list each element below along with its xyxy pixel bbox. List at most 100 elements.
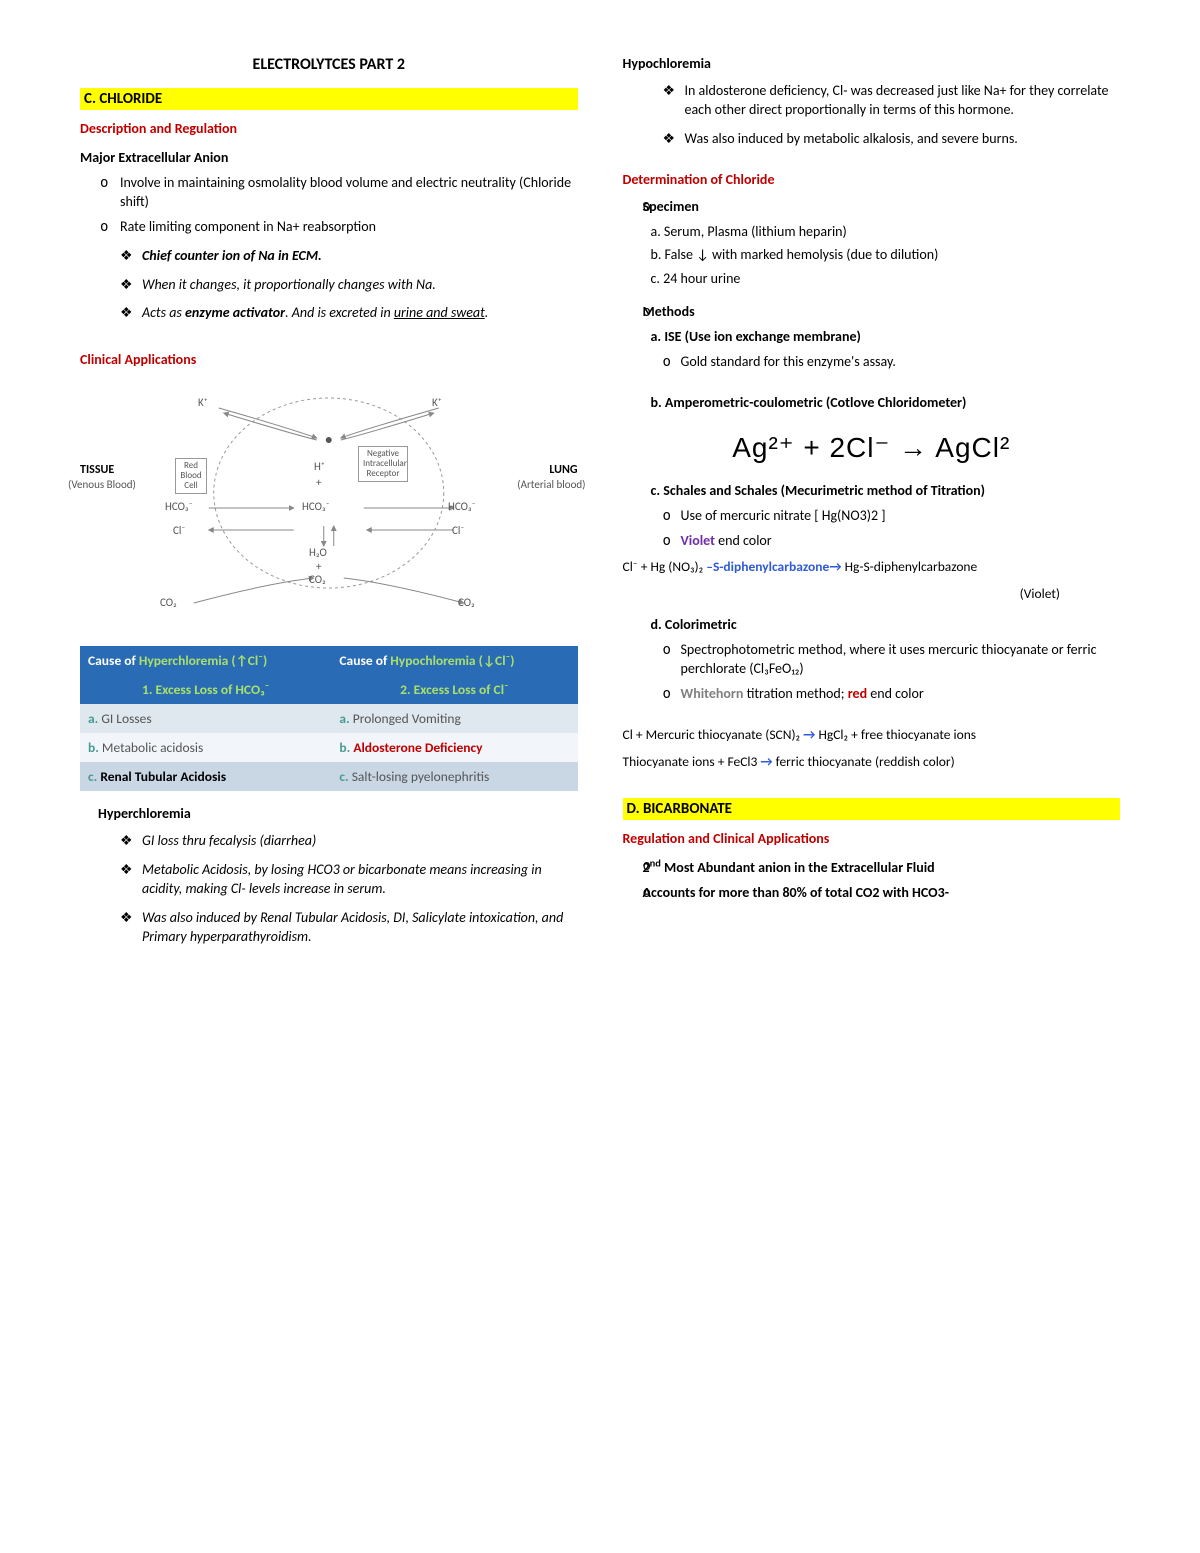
text: Hg-S-diphenylcarbazone bbox=[842, 558, 978, 575]
text: end color bbox=[867, 685, 924, 702]
text: Prolonged Vomiting bbox=[353, 710, 461, 727]
specimen-head: Specimen bbox=[623, 198, 1121, 217]
text: Cl⁻ + Hg (NO₃)₂ bbox=[623, 558, 707, 575]
cell-b1: b. Metabolic acidosis bbox=[80, 733, 331, 762]
text: Violet bbox=[681, 532, 716, 549]
hyper-3: Was also induced by Renal Tubular Acidos… bbox=[80, 909, 578, 947]
text: a. bbox=[339, 710, 352, 727]
text: b. bbox=[339, 739, 353, 756]
changes-with-na: When it changes, it proportionally chang… bbox=[80, 276, 578, 295]
cell-c1: c. Renal Tubular Acidosis bbox=[80, 762, 331, 791]
hypo-2: Was also induced by metabolic alkalosis,… bbox=[623, 130, 1121, 149]
text: . bbox=[485, 304, 489, 321]
text: Hyperchloremia (↑Cl⁻) bbox=[139, 652, 267, 669]
h2o-label: H₂O bbox=[309, 546, 327, 559]
text: c. bbox=[88, 768, 100, 785]
text: Whitehorn bbox=[681, 685, 744, 702]
k-right: K⁺ bbox=[432, 396, 442, 409]
spec-b: b. False ↓ with marked hemolysis (due to… bbox=[623, 246, 1121, 265]
rbc-box: RedBloodCell bbox=[175, 458, 207, 494]
text: Hypochloremia (↓Cl⁻) bbox=[390, 652, 514, 669]
section-c-header: C. CHLORIDE bbox=[80, 88, 578, 110]
receptor-box: NegativeIntracellularReceptor bbox=[358, 446, 408, 482]
text: a. bbox=[88, 710, 101, 727]
text: Metabolic acidosis bbox=[102, 739, 203, 756]
venous-label: (Venous Blood) bbox=[68, 478, 136, 491]
method-d-o1: Spectrophotometric method, where it uses… bbox=[623, 641, 1121, 679]
th-hypo: Cause of Hypochloremia (↓Cl⁻) bbox=[331, 646, 577, 675]
formula: Ag²⁺ + 2Cl⁻ → AgCl² bbox=[623, 431, 1121, 464]
text: Thiocyanate ions + FeCl3 bbox=[623, 753, 761, 770]
text: . And is excreted in bbox=[285, 304, 394, 321]
text: Most Abundant anion in the Extracellular… bbox=[661, 859, 935, 876]
text: Chief counter ion of Na in ECM. bbox=[142, 247, 322, 264]
co2-l: CO₂ bbox=[160, 596, 177, 609]
text: → bbox=[803, 726, 815, 743]
text: → bbox=[760, 753, 772, 770]
text: Cause of bbox=[88, 652, 139, 669]
cell-a1: a. GI Losses bbox=[80, 704, 331, 733]
cell-a2: a. Prolonged Vomiting bbox=[331, 704, 577, 733]
method-c-o2: Violet end color bbox=[623, 532, 1121, 551]
page: ELECTROLYTCES PART 2 C. CHLORIDE Descrip… bbox=[80, 55, 1120, 957]
bic-1: 2nd Most Abundant anion in the Extracell… bbox=[623, 857, 1121, 879]
text: end color bbox=[715, 532, 772, 549]
cl-r: Cl⁻ bbox=[452, 524, 464, 537]
desc-reg-heading: Description and Regulation bbox=[80, 120, 578, 137]
text: 2. Excess Loss of Cl⁻ bbox=[400, 681, 509, 698]
text: Cause of bbox=[339, 652, 390, 669]
method-c: c. Schales and Schales (Mecurimetric met… bbox=[623, 482, 1121, 501]
text: Renal Tubular Acidosis bbox=[100, 768, 226, 785]
text: titration method; bbox=[743, 685, 847, 702]
method-a-o: Gold standard for this enzyme's assay. bbox=[623, 353, 1121, 372]
chem-1: Cl⁻ + Hg (NO₃)₂ –S-diphenylcarbazone→ Hg… bbox=[623, 558, 1121, 577]
spec-a: a. Serum, Plasma (lithium heparin) bbox=[623, 223, 1121, 242]
chem-3: Thiocyanate ions + FeCl3 → ferric thiocy… bbox=[623, 753, 1121, 772]
plus-1: + bbox=[316, 476, 321, 489]
tissue-label: TISSUE bbox=[80, 463, 114, 477]
text: Acts as bbox=[142, 304, 185, 321]
anion-point-1: Involve in maintaining osmolality blood … bbox=[80, 174, 578, 212]
text: Aldosterone Deficiency bbox=[353, 739, 482, 756]
cell-c2: c. Salt-losing pyelonephritis bbox=[331, 762, 577, 791]
text: red bbox=[848, 685, 867, 702]
right-column: Hypochloremia In aldosterone deficiency,… bbox=[623, 55, 1121, 957]
hypo-1: In aldosterone deficiency, Cl- was decre… bbox=[623, 82, 1121, 120]
text: HgCl₂ + free thiocyanate ions bbox=[815, 726, 976, 743]
chem-2: Cl + Mercuric thiocyanate (SCN)₂ → HgCl₂… bbox=[623, 726, 1121, 745]
text: Methods bbox=[643, 303, 695, 320]
co2-r: CO₂ bbox=[458, 596, 475, 609]
arterial-label: (Arterial blood) bbox=[517, 478, 585, 491]
hco3-c: HCO₃⁻ bbox=[302, 500, 330, 513]
k-left: K⁺ bbox=[198, 396, 208, 409]
bic-2: Accounts for more than 80% of total CO2 … bbox=[623, 884, 1121, 903]
cell-b2: b. Aldosterone Deficiency bbox=[331, 733, 577, 762]
text: 1. Excess Loss of HCO₃⁻ bbox=[142, 681, 269, 698]
chem-1-violet: (Violet) bbox=[623, 585, 1121, 604]
page-title: ELECTROLYTCES PART 2 bbox=[80, 55, 578, 74]
determination-heading: Determination of Chloride bbox=[623, 171, 1121, 188]
spec-c: c. 24 hour urine bbox=[623, 270, 1121, 289]
hyperchloremia-heading: Hyperchloremia bbox=[80, 805, 578, 822]
chief-counter-ion: Chief counter ion of Na in ECM. bbox=[80, 247, 578, 266]
enzyme-activator: Acts as enzyme activator. And is excrete… bbox=[80, 304, 578, 323]
method-b: b. Amperometric-coulometric (Cotlove Chl… bbox=[623, 394, 1121, 413]
method-a: a. ISE (Use ion exchange membrane) bbox=[623, 328, 1121, 347]
th-sub2: 2. Excess Loss of Cl⁻ bbox=[331, 675, 577, 704]
th-hyper: Cause of Hyperchloremia (↑Cl⁻) bbox=[80, 646, 331, 675]
text: enzyme activator bbox=[185, 304, 285, 321]
method-c-o1: Use of mercuric nitrate [ Hg(NO3)2 ] bbox=[623, 507, 1121, 526]
cl-l: Cl⁻ bbox=[173, 524, 185, 537]
method-d-o2: Whitehorn titration method; red end colo… bbox=[623, 685, 1121, 704]
section-d-header: D. BICARBONATE bbox=[623, 798, 1121, 820]
text: Cl + Mercuric thiocyanate (SCN)₂ bbox=[623, 726, 804, 743]
text: c. bbox=[339, 768, 351, 785]
hco3-l: HCO₃⁻ bbox=[165, 500, 193, 513]
plus-2: + bbox=[316, 560, 321, 573]
text: 2 bbox=[643, 859, 650, 876]
text: ferric thiocyanate (reddish color) bbox=[773, 753, 955, 770]
text: Specimen bbox=[643, 198, 699, 215]
text: Accounts for more than 80% of total CO2 … bbox=[643, 884, 950, 901]
hypochloremia-heading: Hypochloremia bbox=[623, 55, 1121, 72]
anion-point-2: Rate limiting component in Na+ reabsorpt… bbox=[80, 218, 578, 237]
